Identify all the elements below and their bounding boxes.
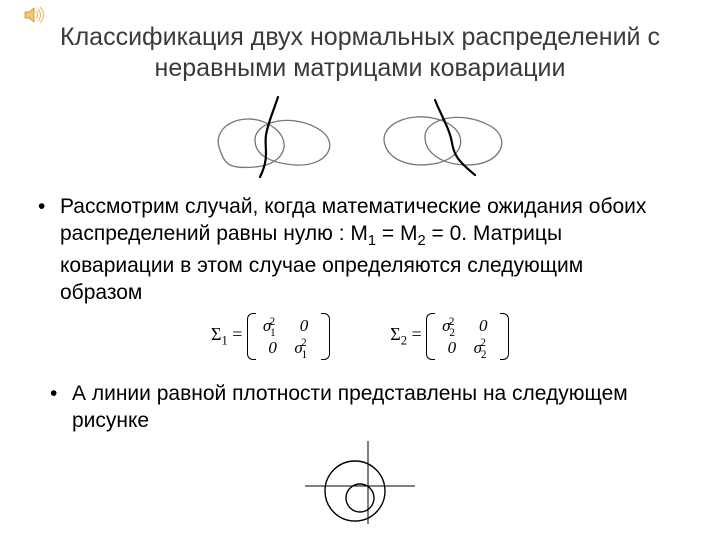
slide-title: Классификация двух нормальных распределе… xyxy=(40,22,680,85)
sigma1-matrix: σ12 0 0 σ12 xyxy=(247,313,330,360)
sigma2-matrix: σ22 0 0 σ22 xyxy=(426,313,509,360)
sigma2-eq: Σ2 = σ22 0 0 σ22 xyxy=(390,313,509,360)
bullet1-sub2: 2 xyxy=(417,233,425,249)
bullet-1: • Рассмотрим случай, когда математически… xyxy=(60,193,660,306)
bullet-marker: • xyxy=(38,193,45,220)
covariance-equations: Σ1 = σ12 0 0 σ12 Σ2 = xyxy=(0,313,720,360)
bullet-marker: • xyxy=(50,380,57,407)
decision-boundary-sketch xyxy=(200,95,520,180)
outer-circle xyxy=(325,461,385,521)
bullet1-text-mid: = M xyxy=(376,222,417,245)
bullet-2: • А линии равной плотности представлены … xyxy=(72,380,660,435)
bullet2-text: А линии равной плотности представлены на… xyxy=(72,382,628,432)
inner-circle xyxy=(346,484,374,512)
bullet1-sub1: 1 xyxy=(368,233,376,249)
density-circles-diagram xyxy=(300,436,420,526)
sigma1-eq: Σ1 = σ12 0 0 σ12 xyxy=(211,313,330,360)
